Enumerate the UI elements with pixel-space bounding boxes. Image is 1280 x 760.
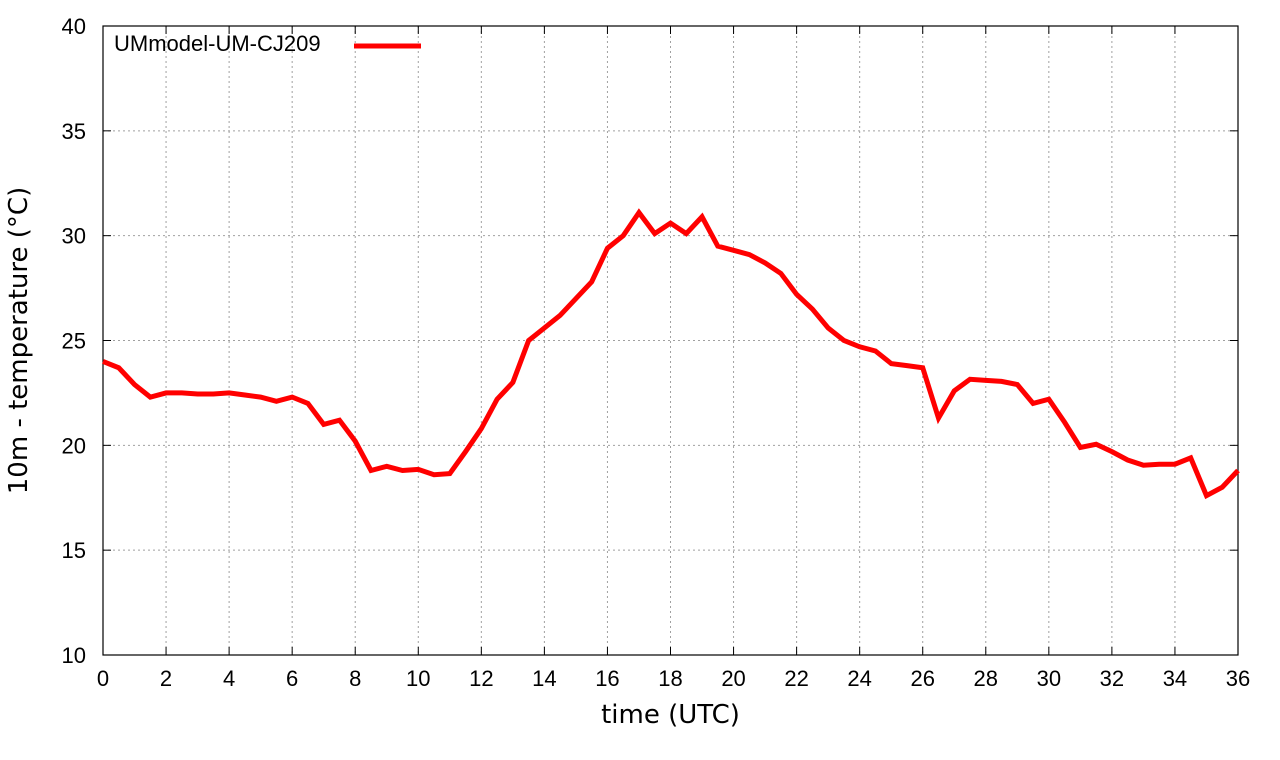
x-tick-label: 18 xyxy=(658,666,682,691)
legend-label: UMmodel-UM-CJ209 xyxy=(114,31,321,56)
y-axis-title: 10m - temperature (°C) xyxy=(4,187,34,494)
x-tick-label: 26 xyxy=(910,666,934,691)
x-tick-label: 24 xyxy=(847,666,871,691)
x-tick-label: 10 xyxy=(406,666,430,691)
x-tick-label: 34 xyxy=(1163,666,1187,691)
x-tick-label: 12 xyxy=(469,666,493,691)
y-tick-label: 40 xyxy=(62,14,86,39)
x-tick-label: 36 xyxy=(1226,666,1250,691)
x-tick-label: 4 xyxy=(223,666,235,691)
x-tick-label: 6 xyxy=(286,666,298,691)
x-tick-label: 20 xyxy=(721,666,745,691)
series-layer xyxy=(102,208,1240,500)
x-tick-label: 8 xyxy=(349,666,361,691)
grid-lines xyxy=(103,26,1238,655)
x-tick-label: 28 xyxy=(974,666,998,691)
x-tick-label: 32 xyxy=(1100,666,1124,691)
y-tick-label: 35 xyxy=(62,119,86,144)
series-line xyxy=(102,208,1240,500)
y-tick-label: 10 xyxy=(62,643,86,668)
x-tick-label: 14 xyxy=(532,666,556,691)
x-tick-label: 30 xyxy=(1037,666,1061,691)
x-tick-label: 0 xyxy=(97,666,109,691)
y-tick-label: 30 xyxy=(62,224,86,249)
y-tick-label: 15 xyxy=(62,538,86,563)
x-tick-label: 16 xyxy=(595,666,619,691)
x-tick-label: 2 xyxy=(160,666,172,691)
legend: UMmodel-UM-CJ209 xyxy=(114,31,421,56)
y-tick-label: 20 xyxy=(62,433,86,458)
y-tick-label: 25 xyxy=(62,329,86,354)
axis-ticks: 0 2 4 6 8 10 12 14 16 18 20 22 24 26 28 30 32 34 361015202… xyxy=(62,14,1251,691)
x-tick-label: 22 xyxy=(784,666,808,691)
x-axis-title: time (UTC) xyxy=(601,700,740,730)
